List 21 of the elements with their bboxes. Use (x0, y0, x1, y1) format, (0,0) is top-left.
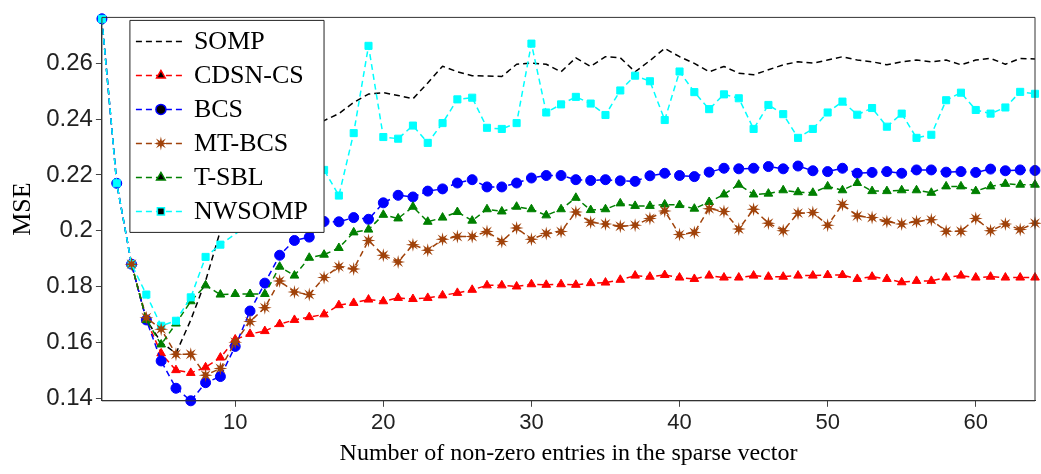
x-tick-label: 30 (519, 409, 544, 435)
y-tick-label: 0.22 (46, 159, 93, 187)
x-tick-label: 10 (222, 409, 248, 435)
y-tick-label: 0.26 (46, 48, 93, 76)
legend-label: MT-BCS (193, 128, 289, 158)
x-tick-label: 60 (963, 409, 988, 435)
y-tick-label: 0.14 (46, 382, 93, 410)
x-tick-label: 40 (667, 409, 692, 435)
y-tick-label: 0.16 (46, 326, 93, 354)
y-axis-title: MSE (7, 182, 37, 236)
x-tick-label: 50 (815, 409, 840, 435)
y-tick-label: 0.18 (46, 271, 93, 299)
legend-label: CDSN-CS (193, 60, 304, 90)
x-axis-title: Number of non-zero entries in the sparse vector (339, 438, 798, 465)
legend-label: NWSOMP (193, 196, 309, 226)
y-tick-label: 0.2 (59, 215, 93, 243)
legend-label: SOMP (193, 26, 265, 56)
legend-label: BCS (193, 94, 244, 124)
x-tick-label: 20 (371, 409, 396, 435)
y-tick-label: 0.24 (46, 103, 93, 131)
legend-label: T-SBL (193, 162, 264, 192)
